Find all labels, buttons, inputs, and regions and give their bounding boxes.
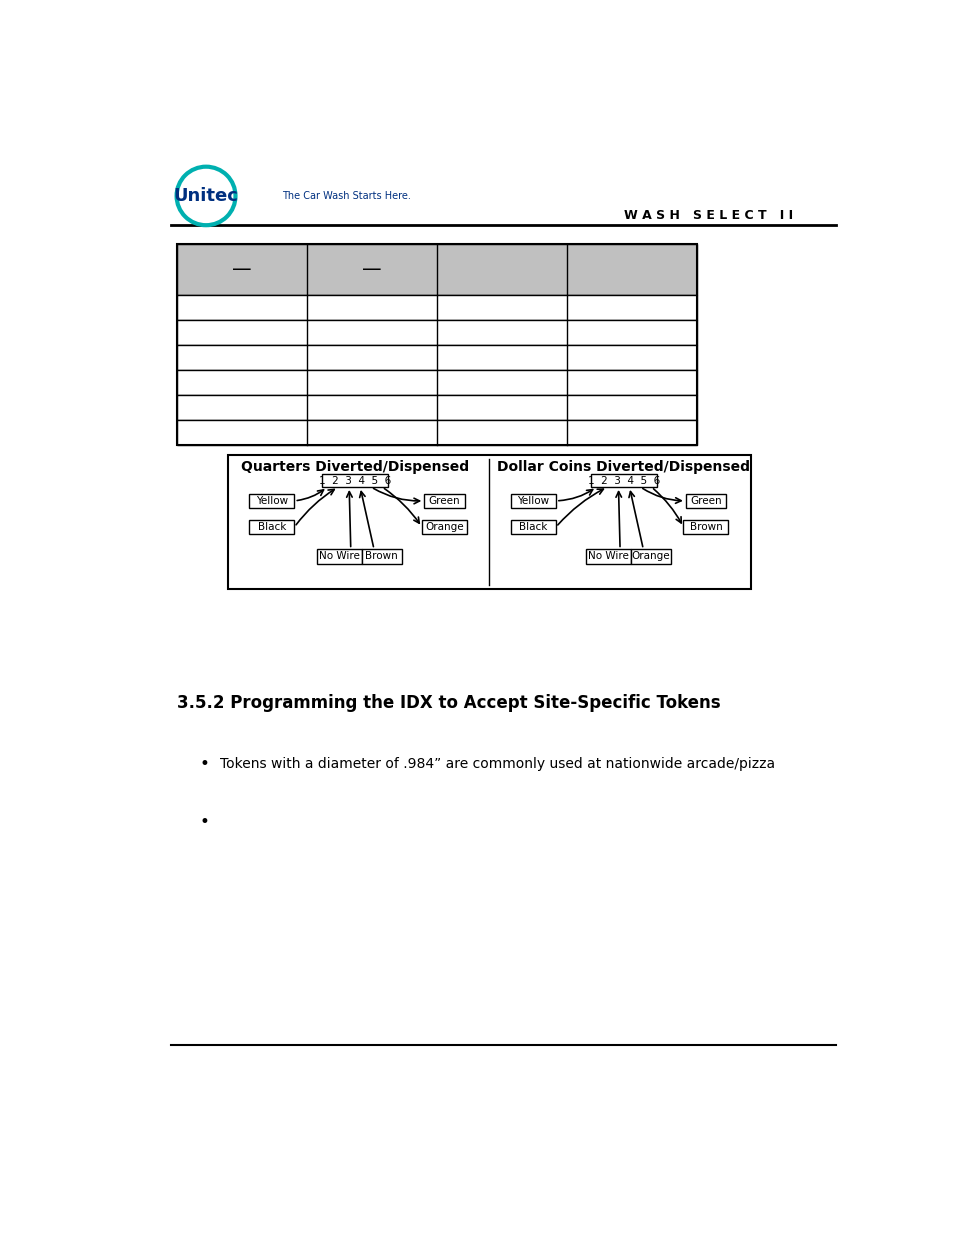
Text: 3.5.2 Programming the IDX to Accept Site-Specific Tokens: 3.5.2 Programming the IDX to Accept Site… (177, 694, 720, 711)
Text: Brown: Brown (365, 551, 397, 561)
Text: No Wire: No Wire (318, 551, 359, 561)
FancyBboxPatch shape (591, 474, 657, 488)
Text: Black: Black (257, 522, 286, 532)
Text: W A S H   S E L E C T   I I: W A S H S E L E C T I I (623, 210, 793, 222)
Text: Unitec: Unitec (173, 186, 238, 205)
Text: Yellow: Yellow (255, 496, 288, 506)
FancyBboxPatch shape (177, 320, 696, 345)
FancyBboxPatch shape (421, 520, 466, 535)
FancyBboxPatch shape (249, 494, 294, 508)
FancyBboxPatch shape (321, 474, 387, 488)
FancyBboxPatch shape (361, 550, 401, 563)
FancyBboxPatch shape (424, 494, 464, 508)
Text: 1  2  3  4  5  6: 1 2 3 4 5 6 (587, 475, 659, 485)
Text: The Car Wash Starts Here.: The Car Wash Starts Here. (282, 191, 411, 201)
Text: •: • (199, 755, 210, 773)
FancyBboxPatch shape (228, 454, 750, 589)
FancyBboxPatch shape (177, 345, 696, 369)
Text: Orange: Orange (631, 551, 670, 561)
FancyBboxPatch shape (177, 245, 696, 294)
Text: Green: Green (428, 496, 459, 506)
Text: Brown: Brown (689, 522, 721, 532)
Text: —: — (233, 261, 252, 279)
FancyBboxPatch shape (177, 369, 696, 395)
FancyBboxPatch shape (685, 494, 725, 508)
FancyBboxPatch shape (511, 520, 556, 535)
Text: •: • (199, 813, 210, 831)
FancyBboxPatch shape (177, 395, 696, 420)
FancyBboxPatch shape (682, 520, 728, 535)
FancyBboxPatch shape (630, 550, 671, 563)
FancyBboxPatch shape (585, 550, 630, 563)
FancyBboxPatch shape (316, 550, 361, 563)
Text: Green: Green (689, 496, 721, 506)
Text: No Wire: No Wire (587, 551, 628, 561)
FancyBboxPatch shape (177, 294, 696, 320)
FancyBboxPatch shape (177, 420, 696, 445)
Text: Dollar Coins Diverted/Dispensed: Dollar Coins Diverted/Dispensed (497, 459, 750, 474)
Text: Yellow: Yellow (517, 496, 549, 506)
Text: Black: Black (518, 522, 547, 532)
Text: Tokens with a diameter of .984” are commonly used at nationwide arcade/pizza: Tokens with a diameter of .984” are comm… (220, 757, 774, 771)
Text: —: — (362, 261, 381, 279)
Text: Quarters Diverted/Dispensed: Quarters Diverted/Dispensed (240, 459, 468, 474)
Text: 1  2  3  4  5  6: 1 2 3 4 5 6 (318, 475, 391, 485)
FancyBboxPatch shape (249, 520, 294, 535)
Text: Orange: Orange (425, 522, 463, 532)
FancyBboxPatch shape (511, 494, 556, 508)
